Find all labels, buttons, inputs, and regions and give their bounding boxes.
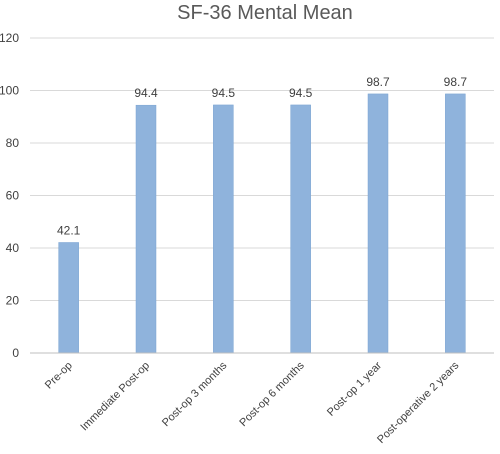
- category-label-3: Post-op 3 months: [160, 359, 230, 429]
- category-label-5: Post-op 1 year: [325, 359, 384, 418]
- category-label-1: Pre-op: [43, 360, 75, 392]
- category-label-6: Post-operative 2 years: [375, 359, 462, 446]
- y-axis-ticks: 0 20 40 60 80 100 120: [0, 31, 19, 360]
- bar-6: [445, 93, 466, 354]
- bar-5: [367, 93, 389, 354]
- y-tick-label: 80: [6, 136, 20, 150]
- data-label-2: 94.4: [134, 86, 158, 100]
- data-label-4: 94.5: [289, 86, 313, 100]
- bar-4: [290, 104, 311, 354]
- y-tick-label: 40: [6, 241, 20, 255]
- data-label-3: 94.5: [212, 86, 236, 100]
- data-label-1: 42.1: [57, 223, 81, 237]
- chart-title: SF-36 Mental Mean: [177, 2, 353, 24]
- y-tick-label: 100: [0, 84, 19, 98]
- y-tick-label: 0: [12, 346, 19, 360]
- y-tick-label: 60: [6, 189, 20, 203]
- bar-3: [213, 104, 234, 354]
- category-label-2: Immediate Post-op: [78, 360, 152, 434]
- gridlines: [30, 37, 494, 301]
- bar-1: [58, 242, 79, 354]
- category-label-4: Post-op 6 months: [237, 359, 307, 429]
- y-tick-label: 120: [0, 31, 19, 45]
- data-label-6: 98.7: [444, 75, 468, 89]
- data-labels: 42.1 94.4 94.5 94.5 98.7 98.7: [57, 75, 467, 238]
- y-tick-label: 20: [6, 294, 20, 308]
- bars: [58, 93, 466, 354]
- data-label-5: 98.7: [366, 75, 390, 89]
- category-labels: Pre-op Immediate Post-op Post-op 3 months P…: [43, 359, 462, 446]
- bar-2: [135, 104, 157, 354]
